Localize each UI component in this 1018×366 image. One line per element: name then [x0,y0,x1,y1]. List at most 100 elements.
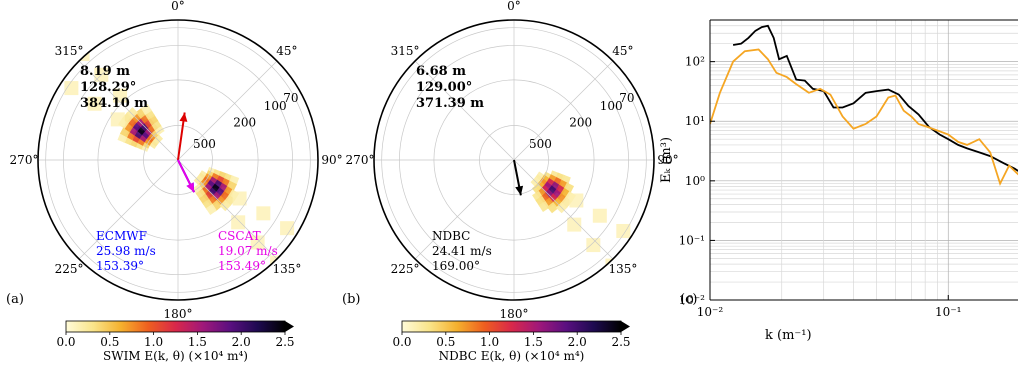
angular-grid-line [78,60,179,161]
angle-tick-label: 0° [171,0,185,13]
x-axis-label: k (m⁻¹) [765,328,812,343]
x-tick-label: 10⁻¹ [935,305,961,319]
wind-label: 153.39° [96,259,144,273]
colorbar-tick-label: 2.5 [275,335,294,349]
wind-arrow-head [186,182,195,193]
colorbar-extend-arrow [621,321,630,332]
colorbar-tick-label: 0.0 [392,335,411,349]
spectrum-tail-cell [616,223,631,238]
spectrum-tail-cell [256,206,271,221]
spectrum-cell [205,203,217,215]
colorbar-tick-label: 1.0 [480,335,499,349]
spectrum-cell [538,200,550,212]
angle-tick-label: 90° [657,153,678,167]
radial-tick-label: 200 [233,115,256,129]
colorbar-tick-label: 0.5 [100,335,119,349]
spectrum-cell [140,103,152,115]
polar-frame [373,19,655,301]
spectrum-tail-cell [64,81,79,96]
angular-grid-line [513,60,614,161]
angle-tick-label: 225° [55,262,84,276]
spectrum-tail-cell [110,112,125,127]
wind-label: ECMWF [96,229,147,243]
wind-label: NDBC [432,229,470,243]
spectrum-tail-cell [87,96,102,111]
panel-label: (b) [342,292,360,307]
colorbar-label: SWIM E(k, θ) (×10⁴ m⁴) [103,349,248,363]
colorbar-tick-label: 1.5 [188,335,207,349]
spectrum-tail-cell [567,217,582,232]
angle-tick-label: 0° [507,0,521,13]
radial-tick-label: 100 [264,99,287,113]
panel-label: (a) [6,292,24,307]
angle-tick-label: 180° [500,307,529,321]
colorbar [401,320,622,333]
polar-frame [37,19,319,301]
radial-tick-label: 100 [600,99,623,113]
angle-tick-label: 270° [346,153,375,167]
wind-label: 24.41 m/s [432,244,492,258]
peak-stat: 8.19 m [80,64,130,79]
spectrum-tail-cell [586,238,601,253]
x-tick-label: 10⁻² [697,305,724,319]
angle-tick-label: 45° [612,44,633,58]
wind-arrow-head [179,112,188,122]
spectrum-cell [126,107,139,119]
colorbar-tick-label: 2.0 [232,335,251,349]
angle-tick-label: 225° [391,262,420,276]
wind-label: CSCAT [218,229,261,243]
series-line [710,48,1018,186]
peak-stat: 128.29° [80,80,136,95]
angle-tick-label: 315° [391,44,420,58]
spectrum-panel-c: 10⁻² 10⁻¹ 10⁰ 10¹ 10² 10⁻² 10⁻¹ k (m⁻¹) Eₖ (m³) (… [659,19,1018,343]
spectrum-tail-cell [231,215,246,230]
angle-tick-label: 135° [272,262,301,276]
wind-label: 169.00° [432,259,480,273]
series-lines [710,24,1018,186]
angle-tick-label: 135° [608,262,637,276]
colorbar-tick-label: 2.0 [568,335,587,349]
colorbar-extend-arrow [285,321,294,332]
colorbar-tick-label: 1.0 [144,335,163,349]
angular-grid-line [177,159,278,260]
panel-label: (c) [680,292,697,307]
radial-tick-label: 200 [569,115,592,129]
y-tick-label: 10⁻² [679,293,706,307]
y-tick-label: 10⁰ [685,174,705,188]
colorbar-tick-label: 2.5 [611,335,630,349]
wind-label: 153.49° [218,259,266,273]
spectrum-tail-cell [232,191,247,206]
spectrum-tail-cell [592,208,607,223]
y-tick-label: 10¹ [685,114,705,128]
wind-label: 25.98 m/s [96,244,156,258]
colorbar [65,320,286,333]
angle-tick-label: 90° [321,153,342,167]
angular-grid-line [513,159,614,260]
colorbar-tick-label: 1.5 [524,335,543,349]
angular-grid-line [177,60,278,161]
y-axis-label: Eₖ (m³) [659,137,674,183]
radial-tick-label: 70 [619,91,634,105]
radial-tick-label: 500 [529,137,552,151]
y-tick-label: 10⁻¹ [679,233,705,247]
angle-tick-label: 315° [55,44,84,58]
angle-tick-label: 45° [276,44,297,58]
spectrum-tail-cell [280,221,295,236]
colorbar-label: NDBC E(k, θ) (×10⁴ m⁴) [439,349,585,363]
spectrum-tail-cell [113,88,128,103]
spectrum-tail-cell [569,193,584,208]
angular-grid-line [414,60,515,161]
series-line [732,24,1018,172]
peak-stat: 384.10 m [80,96,148,111]
y-tick-label: 10² [685,55,705,69]
peak-stat: 6.68 m [416,64,466,79]
spectrum-cell [219,199,231,212]
peak-stat: 371.39 m [416,96,484,111]
angular-grid-line [78,159,179,260]
wind-label: 19.07 m/s [218,244,278,258]
angular-grid-line [414,159,515,260]
radial-tick-label: 70 [283,91,298,105]
